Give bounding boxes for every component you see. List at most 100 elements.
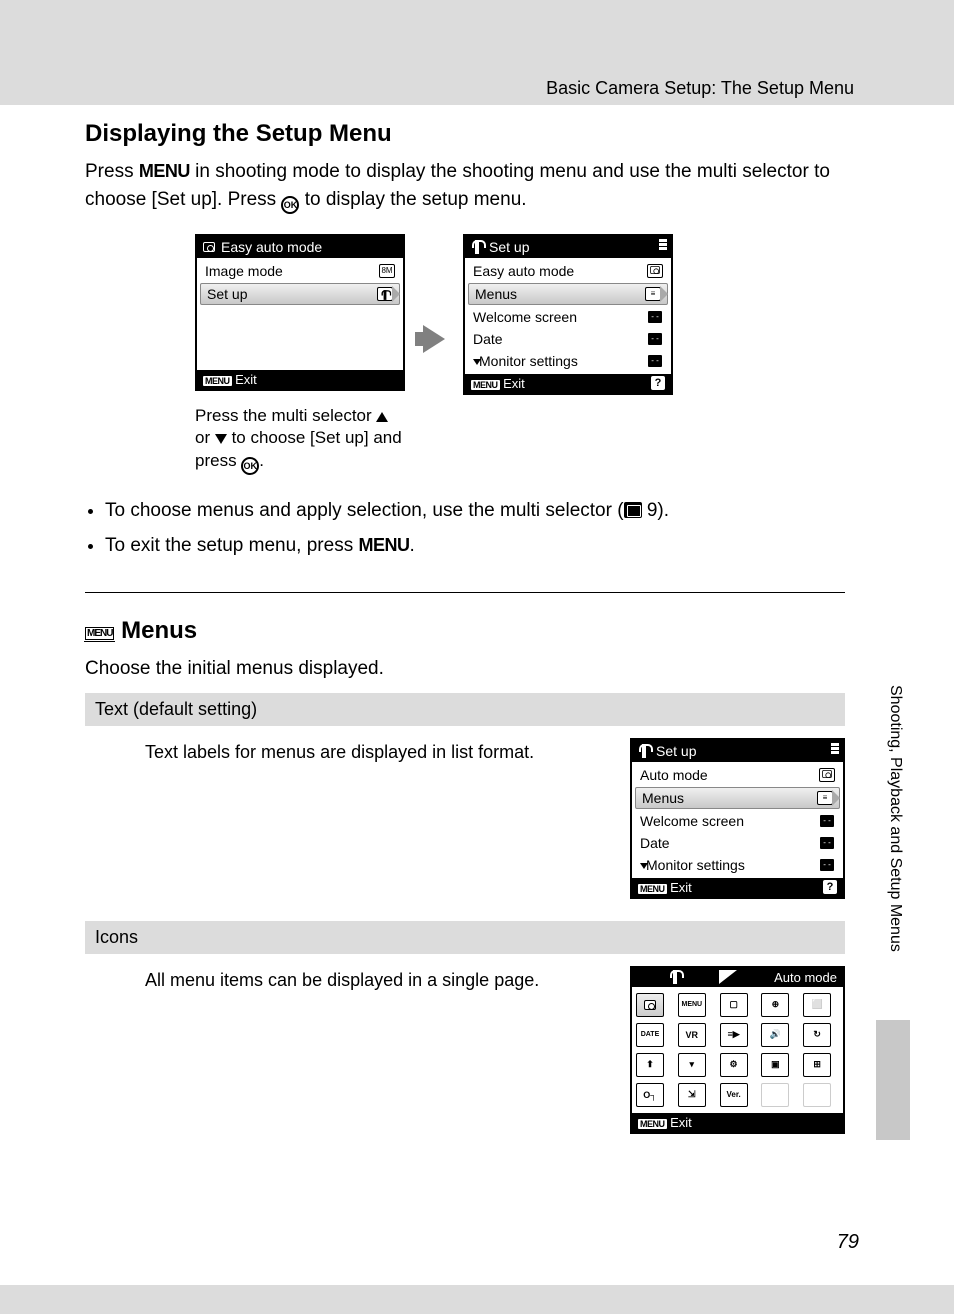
lcd-header: Easy auto mode: [197, 236, 403, 258]
grid-cell: ⬜: [803, 993, 831, 1017]
arrow-right-icon: [423, 325, 445, 353]
lcd-row-label: Monitor settings: [646, 857, 745, 873]
bullet-item: To exit the setup menu, press MENU.: [105, 530, 845, 562]
lcd-footer: MENU Exit: [197, 370, 403, 389]
page-number: 79: [837, 1231, 859, 1254]
triangle-down-icon: [215, 434, 227, 444]
icon-grid: MENU ▢ ⊕ ⬜ DATE VR ≡▶ 🔊 ↻ ⬆ ▾ ⚙ ▣ ⊞ O┐ ⇲: [632, 987, 843, 1113]
grid-cell: ▢: [720, 993, 748, 1017]
section-title-text: Menus: [121, 617, 197, 644]
page: Basic Camera Setup: The Setup Menu Displ…: [0, 0, 954, 1314]
option-body-text: Text labels for menus are displayed in l…: [85, 726, 845, 911]
dashes-icon: - -: [819, 836, 835, 850]
lcd-row-label: Set up: [207, 286, 247, 302]
menu-section-icon: MENU: [85, 627, 114, 640]
grid-cell-empty: [761, 1083, 789, 1107]
lcd-row-label: Easy auto mode: [473, 263, 574, 279]
lcd-header-text: Set up: [656, 743, 696, 759]
list-icon: ≡: [817, 791, 833, 805]
caption-part: .: [259, 451, 264, 470]
grid-cell: ⊞: [803, 1053, 831, 1077]
section2-intro: Choose the initial menus displayed.: [85, 655, 845, 683]
lcd-footer: MENU Exit ?: [465, 374, 671, 393]
option-description: All menu items can be displayed in a sin…: [145, 966, 610, 991]
lcd-row: Monitor settings - -: [632, 854, 843, 876]
intro-paragraph: Press MENU in shooting mode to display t…: [85, 158, 845, 214]
grid-cell: ▣: [761, 1053, 789, 1077]
lcd-footer-text: Exit: [503, 376, 525, 391]
lcd-row: Welcome screen - -: [632, 810, 843, 832]
menu-badge-icon: MENU: [638, 884, 667, 894]
section-title-displaying: Displaying the Setup Menu: [85, 120, 845, 148]
lcd-footer-text: Exit: [670, 880, 692, 895]
lcd-row-label: Image mode: [205, 263, 283, 279]
wrench-icon: [638, 744, 650, 758]
bullet-text: 9).: [642, 500, 669, 521]
lcd-footer-text: Exit: [235, 372, 257, 387]
dashes-icon: - -: [647, 354, 663, 368]
lcd-header-text: Set up: [489, 239, 529, 255]
dashes-icon: - -: [647, 332, 663, 346]
lcd-row: Easy auto mode: [465, 260, 671, 282]
grid-cell: [636, 993, 664, 1017]
grid-cell: ⇲: [678, 1083, 706, 1107]
lcd-header: Set up: [465, 236, 671, 258]
lcd-row-setup: Set up: [200, 283, 400, 305]
grid-cell: ⊕: [761, 993, 789, 1017]
menu-word-icon: MENU: [358, 535, 409, 555]
menu-word-icon: MENU: [139, 161, 190, 181]
lcd-row: Auto mode: [632, 764, 843, 786]
caption-part: to choose [Set up] and press: [195, 428, 402, 470]
reference-icon: [624, 502, 642, 518]
lcd-row-label: Welcome screen: [473, 309, 577, 325]
section-title-menus: MENU Menus: [85, 617, 845, 645]
grid-cell: ⬆: [636, 1053, 664, 1077]
camera-icon: [819, 768, 835, 782]
caption-text: Press the multi selector or to choose [S…: [195, 405, 405, 476]
lcd-row: Menus ≡: [468, 283, 668, 305]
separator: [85, 592, 845, 593]
lcd-screen-setup-menu: Set up Easy auto mode Menus ≡: [463, 234, 673, 395]
grid-cell: O┐: [636, 1083, 664, 1107]
lcd-header-text: Easy auto mode: [221, 239, 322, 255]
menu-badge-icon: MENU: [471, 380, 500, 390]
lcd-row-label: Date: [640, 835, 670, 851]
lcd-row-label: Monitor settings: [479, 353, 578, 369]
intro-text-1: Press: [85, 161, 139, 182]
grid-cell: ⚙: [720, 1053, 748, 1077]
grid-cell: DATE: [636, 1023, 664, 1047]
option-body-icons: All menu items can be displayed in a sin…: [85, 954, 845, 1146]
scroll-indicator-icon: [659, 239, 667, 250]
camera-icon: [647, 264, 663, 278]
caption-part: Press the multi selector: [195, 406, 376, 425]
grid-cell: Ver.: [720, 1083, 748, 1107]
bullet-text: To exit the setup menu, press: [105, 535, 358, 556]
lcd-row-label: Auto mode: [640, 767, 708, 783]
dashes-icon: - -: [819, 858, 835, 872]
screens-row: Easy auto mode Image mode 8M Set up: [195, 234, 845, 395]
caption-part: or: [195, 428, 215, 447]
grid-cell: ↻: [803, 1023, 831, 1047]
lcd-row-label: Date: [473, 331, 503, 347]
lcd-header-text: Auto mode: [774, 970, 837, 985]
menu-badge-icon: MENU: [638, 1119, 667, 1129]
bullet-item: To choose menus and apply selection, use…: [105, 495, 845, 527]
side-tab-label: Shooting, Playback and Setup Menus: [886, 685, 904, 1005]
wrench-icon: [471, 240, 483, 254]
grid-cell: ▾: [678, 1053, 706, 1077]
bullet-list: To choose menus and apply selection, use…: [105, 495, 845, 562]
lcd-row-label: Menus: [642, 790, 684, 806]
wrench-icon: [669, 970, 681, 984]
lcd-row: Monitor settings - -: [465, 350, 671, 372]
lcd-row-label: Welcome screen: [640, 813, 744, 829]
camera-icon: [203, 242, 215, 252]
triangle-up-icon: [376, 412, 388, 422]
lcd-screen-text-example: Set up Auto mode Menus ≡ Welcome screen - …: [630, 738, 845, 899]
help-icon: ?: [823, 880, 837, 894]
dashes-icon: - -: [819, 814, 835, 828]
bullet-text: .: [409, 535, 414, 556]
ok-icon: OK: [241, 457, 259, 475]
lcd-row: Menus ≡: [635, 787, 840, 809]
dashes-icon: - -: [647, 310, 663, 324]
list-icon: ≡: [645, 287, 661, 301]
